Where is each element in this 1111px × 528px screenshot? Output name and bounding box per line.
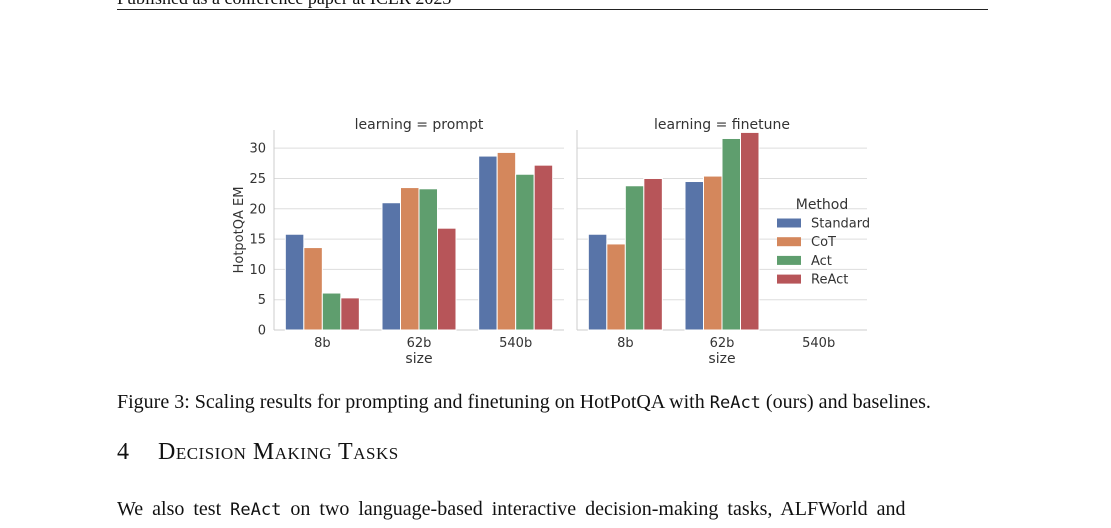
legend-title: Method	[796, 197, 849, 213]
bar-act	[515, 173, 535, 331]
header-rule	[117, 9, 988, 10]
bar-react	[437, 227, 457, 331]
body-code: ReAct	[230, 500, 282, 520]
bar-cot	[703, 175, 723, 331]
x-tick-label: 62b	[710, 336, 735, 351]
x-tick-label: 540b	[802, 336, 835, 351]
body-paragraph: We also test ReAct on two language-based…	[117, 498, 988, 521]
x-axis-label: size	[708, 351, 735, 367]
x-tick-label: 8b	[314, 336, 331, 351]
bar-act	[624, 185, 645, 331]
bar-cot	[400, 187, 420, 331]
bar-standard	[284, 233, 305, 331]
y-tick-label: 25	[249, 172, 266, 187]
x-tick-label: 8b	[617, 336, 634, 351]
legend-swatch-standard	[777, 218, 801, 228]
caption-text-before: Figure 3: Scaling results for prompting …	[117, 391, 710, 413]
bar-cot	[303, 247, 323, 331]
y-tick-label: 5	[258, 293, 266, 308]
y-tick-label: 0	[258, 324, 266, 339]
running-head: Published as a conference paper at ICLR …	[117, 0, 451, 9]
bar-cot	[606, 243, 626, 331]
bar-react	[643, 177, 663, 331]
y-tick-label: 20	[249, 202, 266, 217]
panel-title: learning = prompt	[355, 117, 484, 133]
legend-label-act: Act	[811, 254, 832, 269]
y-tick-label: 10	[249, 263, 266, 278]
bar-standard	[478, 155, 498, 331]
legend-label-standard: Standard	[811, 217, 870, 232]
bar-react	[340, 297, 360, 331]
x-tick-label: 62b	[407, 336, 432, 351]
bar-standard	[684, 181, 704, 331]
legend-swatch-cot	[777, 237, 801, 247]
x-tick-label: 540b	[499, 336, 532, 351]
bar-react	[740, 131, 760, 331]
bar-act	[321, 292, 342, 331]
bar-act	[721, 137, 741, 331]
section-title: Decision Making Tasks	[158, 439, 399, 465]
legend-label-react: ReAct	[811, 273, 848, 288]
scaling-chart: learning = prompt 8b 62b 540b size learning =…	[232, 117, 870, 367]
section-heading: 4 Decision Making Tasks	[117, 439, 399, 466]
bar-cot	[496, 151, 517, 331]
y-tick-label: 30	[249, 142, 266, 157]
legend-swatch-act	[777, 255, 801, 265]
y-tick-label: 15	[249, 233, 266, 248]
body-text-after: on two language-based interactive decisi…	[281, 498, 906, 520]
y-axis-label: HotpotQA EM	[232, 187, 247, 274]
legend-label-cot: CoT	[811, 235, 836, 250]
caption-text-after: (ours) and baselines.	[760, 391, 931, 413]
x-axis-label: size	[405, 351, 432, 367]
bar-react	[533, 164, 554, 331]
section-number: 4	[117, 439, 130, 465]
figure-caption: Figure 3: Scaling results for prompting …	[117, 391, 931, 414]
body-text-before: We also test	[117, 498, 231, 520]
bar-act	[418, 188, 438, 331]
caption-code: ReAct	[709, 393, 761, 413]
bar-standard	[587, 233, 608, 331]
panel-title: learning = finetune	[654, 117, 790, 133]
legend-swatch-react	[777, 274, 801, 284]
bar-standard	[381, 202, 401, 331]
